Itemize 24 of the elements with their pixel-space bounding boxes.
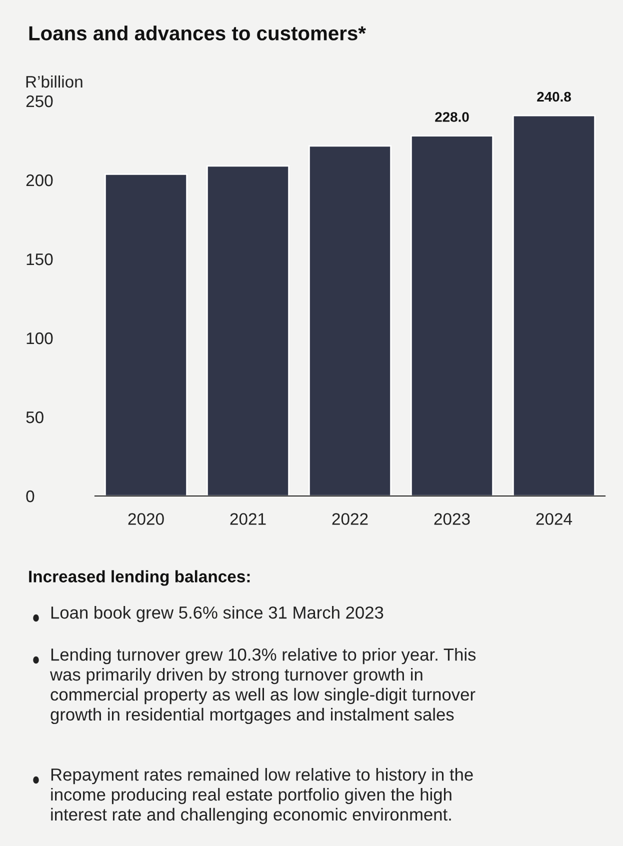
text: Repayment rates remained low relative to history in the income producing real estate portfolio given the high interest rate and challenging economic environment. <box>51 768 473 824</box>
text: Increased lending balances: <box>29 570 250 586</box>
text: Lending turnover grew 10.3% relative to prior year. This was primarily driven by strong turnover growth in commercial property as well as low single-digit turnover growth in residential mortgages and instalment sales <box>50 648 476 724</box>
x-tick-label: 2023 <box>434 513 470 525</box>
y-tick-label: 250 <box>26 95 53 108</box>
y-tick-label: 0 <box>26 490 34 502</box>
y-tick-label: 150 <box>26 253 53 266</box>
y-axis-title: R’billion <box>26 75 82 88</box>
bar <box>104 173 188 496</box>
x-tick-label: 2024 <box>536 513 572 525</box>
text: Loan book grew 5.6% since 31 March 2023 <box>51 606 384 622</box>
data-label: 240.8 <box>537 92 571 102</box>
x-tick-label: 2022 <box>332 513 368 525</box>
bar <box>512 114 596 496</box>
x-tick-label: 2021 <box>230 513 266 525</box>
y-tick-label: 200 <box>26 174 53 186</box>
x-tick-label: 2020 <box>128 513 164 525</box>
y-tick-label: 100 <box>26 332 53 344</box>
bar <box>308 145 392 496</box>
chart-title: Loans and advances to customers* <box>29 26 366 40</box>
data-label: 228.0 <box>435 112 469 122</box>
y-tick-label: 50 <box>26 411 44 424</box>
bar <box>206 165 290 496</box>
bar <box>410 135 494 496</box>
